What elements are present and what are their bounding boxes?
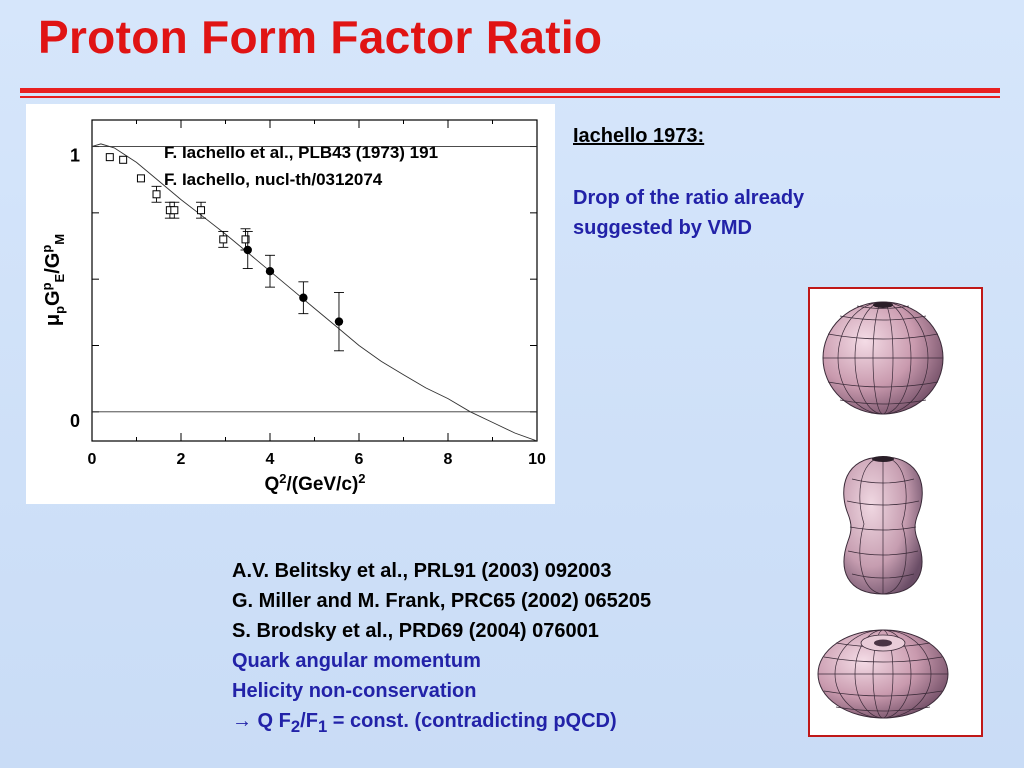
form-factor-chart: 0 2 4 6 8 10 0 1 F. Iachello et al., PLB43 (197… [26,104,555,504]
x-tick-label: 2 [177,451,186,468]
const-text: = const. (contradicting pQCD) [327,710,617,732]
notes-heading: Iachello 1973: [573,125,705,147]
proton-shapes-svg [817,301,949,719]
notes-line-1: Drop of the ratio already [573,187,805,209]
data-point-square [219,235,228,244]
chart-svg: 0 2 4 6 8 10 0 1 F. Iachello et al., PLB43 (197… [39,119,546,495]
proton-shape-figure [808,287,983,737]
data-point-square [105,153,114,162]
y-tick-label: 0 [70,411,80,431]
f-text: /F [300,710,318,732]
notes-line-2: suggested by VMD [573,217,752,239]
data-point-square [197,206,206,215]
data-point-square [170,206,179,215]
data-point-square [119,155,128,164]
x-axis-label: Q2/(GeV/c)2 [264,471,365,495]
x-tick-label: 6 [355,451,364,468]
subscript-2: 2 [290,717,301,736]
x-tick-label: 8 [444,451,453,468]
slide-title: Proton Form Factor Ratio [38,11,603,63]
y-axis-label: μpGpE/GpM [39,234,67,326]
point-qf2-f1-const: → Q F2/F1 = const. (contradicting pQCD) [232,706,792,742]
shape-torus-bottom [817,629,949,719]
data-point-square [152,190,161,199]
x-tick-label: 0 [88,451,97,468]
title-underline-thick [20,88,1000,93]
qf-text: Q F [252,710,291,732]
data-point-square [136,174,145,183]
plot-frame [91,119,538,442]
data-point-square [241,235,250,244]
tick-labels: 0 2 4 6 8 10 0 1 [70,146,546,468]
reference-2: G. Miller and M. Frank, PRC65 (2002) 065… [232,590,652,612]
y-tick-label: 1 [70,146,80,166]
chart-annotation-2: F. Iachello, nucl-th/0312074 [164,170,383,189]
data-point-circle [299,293,308,302]
notes-body: Drop of the ratio already suggested by V… [573,183,903,243]
title-underline-thin [20,96,1000,98]
reference-lines [92,146,537,413]
x-tick-label: 10 [528,451,546,468]
shape-sphere-top [822,301,944,415]
data-point-circle [334,317,344,326]
arrow-icon: → [232,710,252,732]
reference-1: A.V. Belitsky et al., PRL91 (2003) 09200… [232,560,612,582]
data-points [105,153,344,352]
point-helicity-non-conservation: Helicity non-conservation [232,680,477,702]
reference-3: S. Brodsky et al., PRD69 (2004) 076001 [232,620,599,642]
axis-ticks [91,120,538,441]
point-quark-angular-momentum: Quark angular momentum [232,650,481,672]
subscript-1: 1 [317,717,328,736]
x-tick-label: 4 [266,451,275,468]
data-point-circle [243,245,252,255]
shape-peanut-middle [843,456,923,595]
data-point-circle [265,267,275,276]
references-block: A.V. Belitsky et al., PRL91 (2003) 09200… [232,556,792,742]
chart-annotation-1: F. Iachello et al., PLB43 (1973) 191 [164,143,438,162]
